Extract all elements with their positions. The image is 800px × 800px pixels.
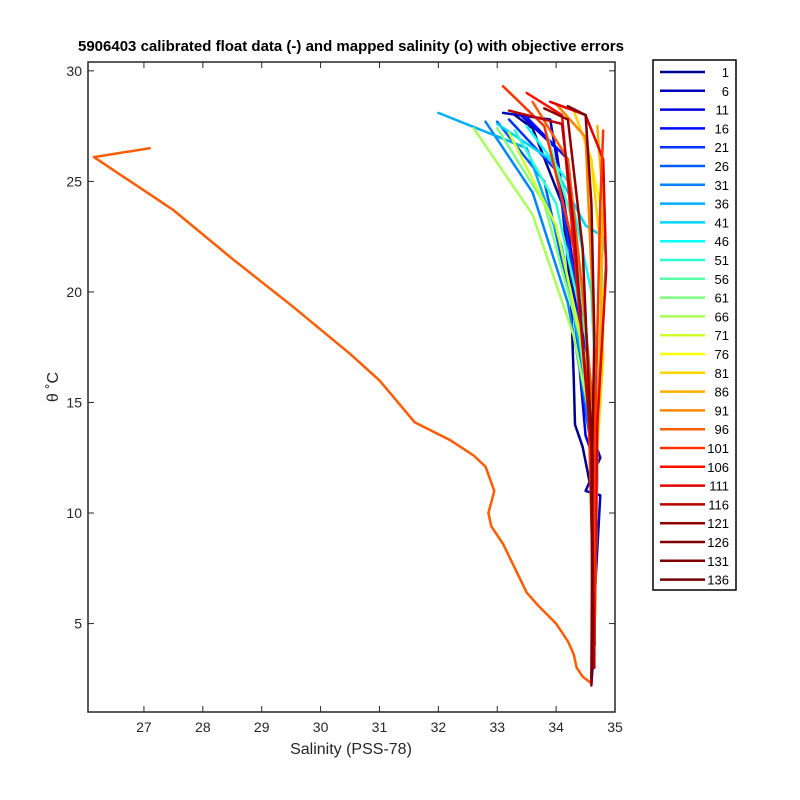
series-line-profile-116 [92, 146, 593, 685]
legend-items: 1611162126313641465156616671768186919610… [660, 65, 729, 588]
legend-label-46: 46 [715, 234, 729, 249]
legend-label-76: 76 [715, 347, 729, 362]
plot-frame [87, 61, 616, 713]
legend: 1611162126313641465156616671768186919610… [652, 59, 737, 591]
legend-label-91: 91 [715, 403, 729, 418]
y-tick-label: 20 [66, 284, 82, 300]
legend-label-31: 31 [715, 178, 729, 193]
legend-label-41: 41 [715, 215, 729, 230]
legend-label-121: 121 [707, 516, 729, 531]
series-line-profile-121 [593, 129, 605, 647]
legend-label-1: 1 [722, 65, 729, 80]
legend-label-66: 66 [715, 309, 729, 324]
legend-label-21: 21 [715, 140, 729, 155]
legend-label-61: 61 [715, 291, 729, 306]
legend-label-11: 11 [716, 103, 730, 118]
x-axis-label: Salinity (PSS-78) [290, 741, 412, 758]
x-tick-label: 32 [431, 719, 447, 735]
legend-label-96: 96 [715, 422, 729, 437]
legend-label-36: 36 [715, 197, 729, 212]
legend-label-106: 106 [707, 460, 729, 475]
plot-area: 27 28 29 30 31 32 33 34 35 5 10 15 20 25 30 [66, 61, 623, 735]
y-tick-label: 15 [66, 394, 82, 410]
series-line-profile-136 [566, 104, 596, 687]
y-axis: 5 10 15 20 25 30 [66, 63, 615, 632]
x-tick-label: 33 [489, 719, 505, 735]
series-layer [92, 85, 608, 687]
legend-label-116: 116 [708, 497, 729, 512]
y-tick-label: 30 [66, 63, 82, 79]
y-tick-label: 5 [74, 616, 82, 632]
legend-label-131: 131 [707, 554, 729, 569]
legend-label-86: 86 [715, 385, 729, 400]
x-tick-label: 34 [548, 719, 564, 735]
legend-label-51: 51 [715, 253, 729, 268]
legend-label-136: 136 [707, 573, 729, 588]
plot-background [88, 62, 615, 712]
legend-label-81: 81 [715, 366, 729, 381]
x-tick-label: 27 [136, 719, 152, 735]
y-axis-label: θ ˚C [45, 372, 62, 402]
x-tick-label: 35 [607, 719, 623, 735]
chart-title: 5906403 calibrated float data (-) and ma… [78, 38, 624, 55]
legend-label-101: 101 [707, 441, 729, 456]
x-tick-label: 29 [254, 719, 270, 735]
x-tick-label: 31 [372, 719, 388, 735]
y-tick-label: 25 [66, 173, 82, 189]
x-tick-label: 30 [313, 719, 329, 735]
legend-label-126: 126 [707, 535, 729, 550]
legend-label-6: 6 [722, 84, 729, 99]
legend-label-111: 111 [709, 479, 729, 494]
x-tick-label: 28 [195, 719, 211, 735]
x-axis: 27 28 29 30 31 32 33 34 35 [136, 62, 623, 735]
y-tick-label: 10 [66, 505, 82, 521]
legend-label-16: 16 [715, 121, 729, 136]
legend-label-56: 56 [715, 272, 729, 287]
legend-label-71: 71 [715, 328, 729, 343]
legend-label-26: 26 [715, 159, 729, 174]
